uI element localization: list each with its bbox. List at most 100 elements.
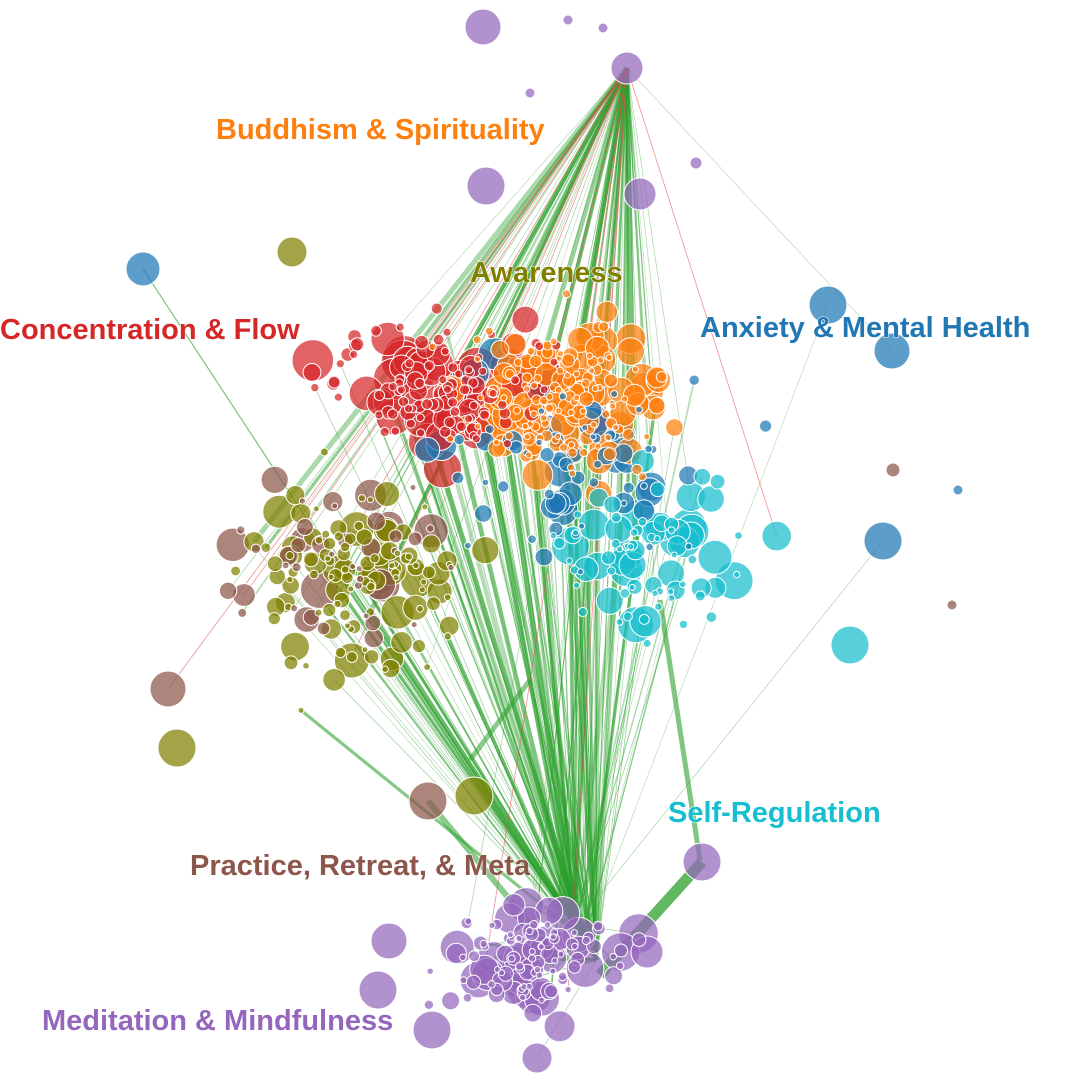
node-buddhism[interactable] [526,346,536,356]
node-meditation[interactable] [423,999,435,1010]
node-concentration[interactable] [405,418,416,429]
node-meditation[interactable] [562,14,574,26]
node-anxiety[interactable] [537,407,546,415]
node-selfreg[interactable] [619,588,631,599]
node-practice[interactable] [410,621,418,629]
node-concentration[interactable] [395,322,405,332]
node-buddhism[interactable] [492,438,500,446]
node-meditation[interactable] [549,967,557,975]
node-concentration[interactable] [443,385,452,394]
node-concentration[interactable] [370,324,382,337]
node-awareness[interactable] [314,536,324,545]
node-buddhism[interactable] [490,340,510,359]
node-buddhism[interactable] [605,353,613,362]
node-selfreg[interactable] [693,467,712,486]
node-buddhism[interactable] [484,326,494,336]
node-buddhism[interactable] [473,355,481,363]
node-meditation[interactable] [549,933,557,941]
node-concentration[interactable] [374,410,384,420]
node-meditation[interactable] [462,993,473,1003]
node-meditation[interactable] [597,22,609,34]
node-concentration[interactable] [396,385,406,395]
node-selfreg[interactable] [610,511,622,523]
node-awareness[interactable] [297,706,305,714]
node-awareness[interactable] [333,531,344,542]
node-meditation[interactable] [488,921,496,929]
node-meditation[interactable] [515,934,523,943]
node-practice[interactable] [356,574,365,584]
node-buddhism[interactable] [559,443,568,453]
node-practice[interactable] [447,563,455,572]
node-buddhism[interactable] [567,447,578,458]
node-anxiety[interactable] [534,547,554,567]
node-meditation[interactable] [615,961,625,971]
node-anxiety[interactable] [497,480,510,493]
node-buddhism[interactable] [601,409,611,419]
node-practice[interactable] [316,621,331,636]
node-practice[interactable] [407,531,423,547]
node-concentration[interactable] [502,439,513,449]
node-concentration[interactable] [469,400,479,411]
node-practice[interactable] [290,537,307,554]
node-anxiety[interactable] [543,488,555,500]
node-buddhism[interactable] [504,431,514,441]
node-buddhism[interactable] [603,447,617,462]
node-selfreg[interactable] [709,473,726,490]
node-awareness[interactable] [340,565,350,574]
node-anxiety[interactable] [588,477,599,488]
node-awareness[interactable] [411,639,426,654]
node-awareness[interactable] [334,646,347,659]
node-selfreg[interactable] [572,529,580,537]
node-awareness[interactable] [366,496,374,504]
node-practice[interactable] [149,670,187,708]
node-buddhism[interactable] [500,394,508,402]
node-practice[interactable] [236,525,246,535]
node-concentration[interactable] [464,365,474,375]
node-selfreg[interactable] [622,611,633,622]
node-selfreg[interactable] [649,481,666,498]
node-concentration[interactable] [373,389,386,401]
node-meditation[interactable] [426,967,434,975]
node-meditation[interactable] [370,922,408,960]
node-buddhism[interactable] [648,396,666,415]
node-selfreg[interactable] [667,588,675,596]
node-awareness[interactable] [322,668,346,692]
node-awareness[interactable] [157,728,197,768]
node-buddhism[interactable] [604,433,612,442]
node-selfreg[interactable] [733,570,741,579]
node-awareness[interactable] [324,554,332,562]
node-anxiety[interactable] [640,482,648,490]
node-selfreg[interactable] [697,539,733,575]
node-practice[interactable] [218,581,238,600]
node-awareness[interactable] [309,569,319,580]
node-concentration[interactable] [454,369,464,379]
node-meditation[interactable] [521,1042,553,1074]
node-buddhism[interactable] [530,381,539,390]
node-awareness[interactable] [302,662,310,670]
node-anxiety[interactable] [578,522,586,530]
node-practice[interactable] [355,565,363,573]
node-buddhism[interactable] [579,407,587,415]
node-selfreg[interactable] [654,602,663,611]
node-selfreg[interactable] [629,528,639,537]
node-meditation[interactable] [479,939,488,949]
node-selfreg[interactable] [606,566,617,576]
node-awareness[interactable] [420,578,428,586]
node-awareness[interactable] [266,555,284,573]
node-buddhism[interactable] [631,463,643,476]
node-concentration[interactable] [510,375,520,386]
node-selfreg[interactable] [600,550,616,566]
node-meditation[interactable] [543,921,552,929]
node-awareness[interactable] [421,503,429,511]
node-anxiety[interactable] [414,436,441,463]
node-meditation[interactable] [610,51,644,85]
node-buddhism[interactable] [545,392,554,401]
node-buddhism[interactable] [637,472,647,482]
node-buddhism[interactable] [521,422,529,430]
node-awareness[interactable] [345,651,358,663]
node-concentration[interactable] [421,398,434,411]
node-concentration[interactable] [440,346,450,356]
node-selfreg[interactable] [687,554,698,565]
node-concentration[interactable] [549,357,559,367]
node-anxiety[interactable] [527,534,537,545]
